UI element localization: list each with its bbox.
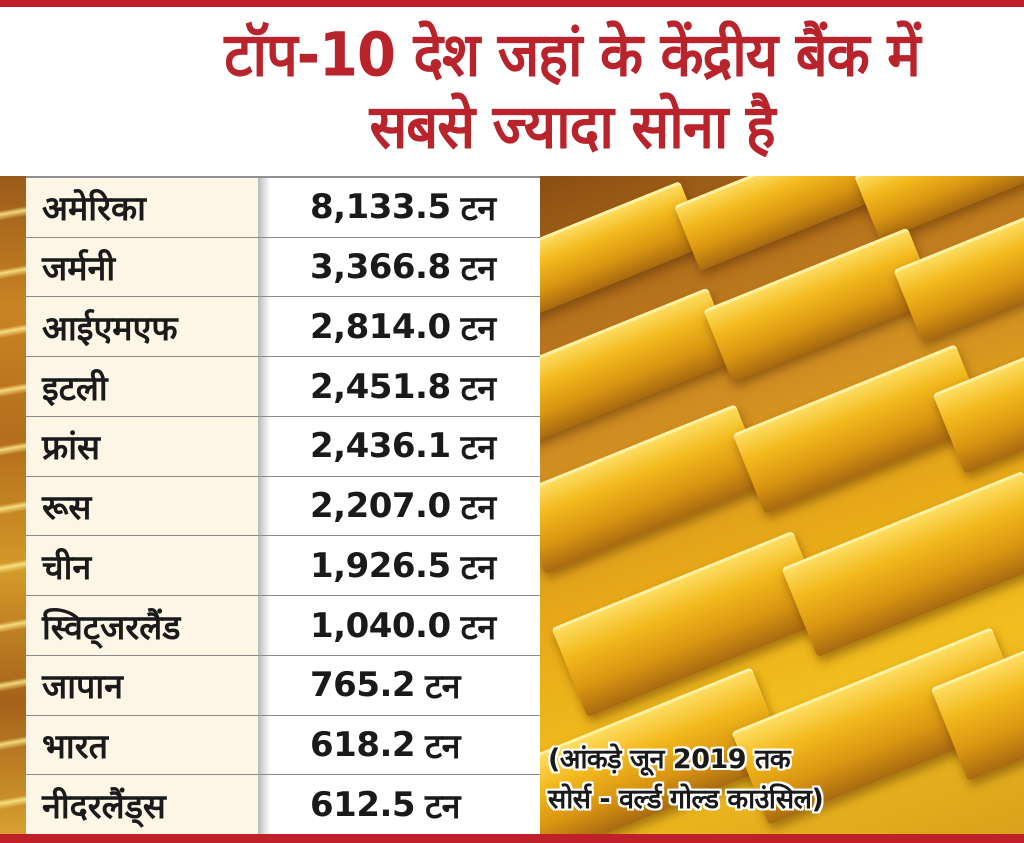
- table-row: नीदरलैंड्स 612.5 टन: [26, 775, 540, 835]
- value-number: 2,207.0: [310, 486, 451, 527]
- gold-bar-shape: [551, 530, 829, 718]
- bottom-accent-bar: [0, 834, 1024, 843]
- gold-bar-shape: [540, 404, 768, 574]
- value-cell: 2,814.0 टन: [258, 297, 540, 357]
- country-cell: भारत: [26, 715, 258, 775]
- value-number: 2,436.1: [310, 426, 451, 467]
- gold-reserves-table: अमेरिका 8,133.5 टन जर्मनी 3,366.8 टन आईएमए…: [26, 176, 540, 835]
- unit-label: टन: [460, 547, 497, 588]
- table-row: अमेरिका 8,133.5 टन: [26, 178, 540, 238]
- country-cell: रूस: [26, 476, 258, 536]
- table-row: जापान 765.2 टन: [26, 655, 540, 716]
- unit-label: टन: [425, 667, 461, 708]
- country-cell: चीन: [26, 536, 258, 596]
- gold-bars-image: [540, 176, 1024, 834]
- value-cell: 2,436.1 टन: [258, 416, 540, 476]
- unit-label: टन: [425, 786, 461, 827]
- table-row: स्विट्जरलैंड 1,040.0 टन: [26, 596, 540, 656]
- value-number: 1,040.0: [310, 605, 451, 646]
- headline: टॉप-10 देश जहां के केंद्रीय बैंक में सबस…: [0, 7, 1024, 176]
- gold-strip-decoration: [0, 176, 26, 834]
- unit-label: टन: [460, 488, 497, 529]
- source-note-line-1: (आंकड़े जून 2019 तक: [548, 744, 791, 775]
- unit-label: टन: [460, 189, 497, 230]
- value-number: 2,814.0: [310, 306, 451, 347]
- value-cell: 765.2 टन: [258, 655, 540, 715]
- table-row: इटली 2,451.8 टन: [26, 357, 540, 417]
- unit-label: टन: [460, 368, 497, 409]
- country-cell: इटली: [26, 357, 258, 416]
- country-cell: आईएमएफ: [26, 297, 258, 357]
- country-cell: नीदरलैंड्स: [26, 775, 258, 835]
- value-cell: 1,926.5 टन: [258, 536, 540, 596]
- value-cell: 2,207.0 टन: [258, 476, 540, 536]
- value-number: 612.5: [310, 784, 416, 825]
- country-cell: अमेरिका: [26, 178, 258, 237]
- country-cell: स्विट्जरलैंड: [26, 596, 258, 655]
- value-cell: 3,366.8 टन: [258, 237, 540, 297]
- table-row: फ्रांस 2,436.1 टन: [26, 416, 540, 477]
- country-cell: जर्मनी: [26, 237, 258, 297]
- value-number: 3,366.8: [310, 247, 451, 288]
- value-number: 2,451.8: [310, 366, 451, 407]
- source-note-line-2: सोर्स - वर्ल्ड गोल्ड काउंसिल): [548, 784, 824, 815]
- unit-label: टन: [425, 726, 461, 767]
- source-note: (आंकड़े जून 2019 तक सोर्स - वर्ल्ड गोल्ड…: [548, 740, 908, 820]
- value-cell: 612.5 टन: [258, 775, 540, 835]
- value-number: 1,926.5: [310, 545, 451, 586]
- table-row: जर्मनी 3,366.8 टन: [26, 237, 540, 298]
- unit-label: टन: [460, 607, 497, 648]
- table-row: चीन 1,926.5 टन: [26, 536, 540, 597]
- value-number: 765.2: [310, 665, 416, 706]
- country-cell: फ्रांस: [26, 416, 258, 476]
- value-cell: 618.2 टन: [258, 715, 540, 775]
- country-cell: जापान: [26, 655, 258, 715]
- unit-label: टन: [460, 428, 497, 469]
- table-row: आईएमएफ 2,814.0 टन: [26, 297, 540, 358]
- headline-line-2: सबसे ज्यादा सोना है: [369, 91, 775, 163]
- headline-line-1: टॉप-10 देश जहां के केंद्रीय बैंक में: [224, 19, 921, 91]
- value-number: 8,133.5: [310, 187, 451, 228]
- value-cell: 8,133.5 टन: [258, 178, 540, 237]
- unit-label: टन: [460, 308, 497, 349]
- top-accent-bar: [0, 0, 1024, 7]
- table-row: रूस 2,207.0 टन: [26, 476, 540, 537]
- value-number: 618.2: [310, 724, 416, 765]
- value-cell: 2,451.8 टन: [258, 357, 540, 416]
- table-row: भारत 618.2 टन: [26, 715, 540, 776]
- value-cell: 1,040.0 टन: [258, 596, 540, 655]
- unit-label: टन: [460, 249, 497, 290]
